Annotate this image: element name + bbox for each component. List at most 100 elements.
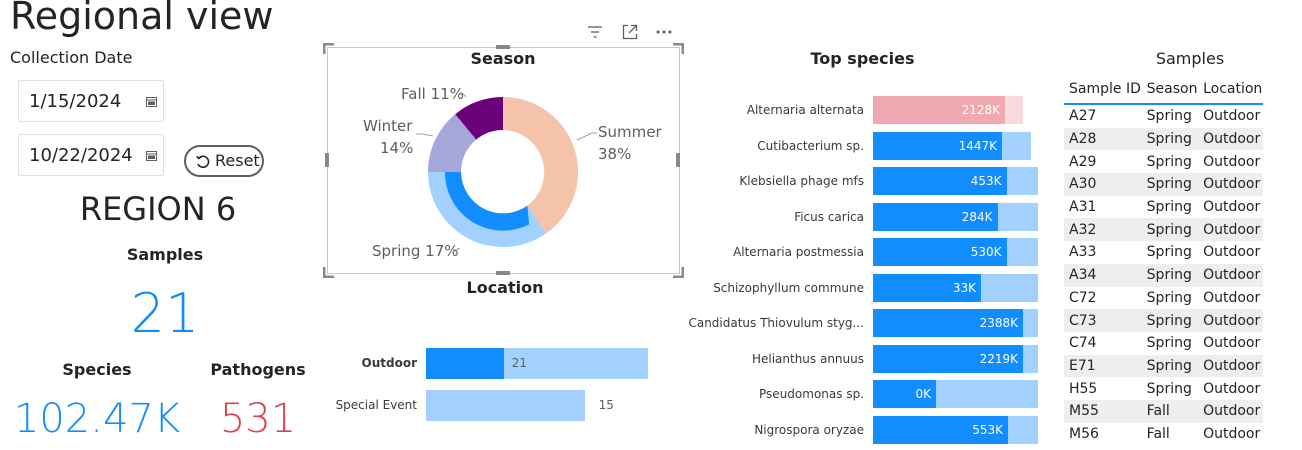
species-bar-highlight[interactable]	[873, 96, 1005, 124]
season-cell: Spring	[1141, 354, 1199, 378]
column-header-location[interactable]: Location	[1198, 75, 1263, 105]
species-value-label: 553K	[972, 422, 1003, 437]
column-header-season[interactable]: Season	[1141, 75, 1199, 105]
column-header-sample-id[interactable]: Sample ID	[1064, 75, 1142, 105]
resize-handle[interactable]	[672, 266, 684, 278]
species-bar-highlight[interactable]	[873, 344, 1023, 373]
species-value-label: 453K	[970, 174, 1002, 188]
reset-arrow-icon	[196, 155, 210, 169]
donut-slice-spring	[428, 172, 547, 248]
table-row[interactable]: A33 Spring Outdoor	[1064, 241, 1263, 264]
table-row[interactable]: A30 Spring Outdoor	[1064, 173, 1263, 196]
season-cell: Spring	[1146, 335, 1192, 352]
location-bar[interactable]	[426, 390, 585, 421]
location-cell: Outdoor	[1203, 244, 1261, 261]
sample-id-cell: A27	[1069, 108, 1097, 125]
resize-handle[interactable]	[323, 266, 335, 278]
season-cell: Spring	[1141, 218, 1199, 242]
reset-button[interactable]: Reset	[184, 145, 264, 177]
sample-id-cell: A34	[1064, 263, 1142, 287]
sample-id-cell: E71	[1064, 354, 1142, 378]
location-cell: Outdoor	[1198, 218, 1263, 242]
table-row[interactable]: M55 Fall Outdoor	[1064, 399, 1263, 423]
pathogens-kpi-value: 531	[219, 396, 297, 442]
species-bar-highlight[interactable]	[873, 309, 1023, 337]
sample-id-cell: A33	[1069, 244, 1097, 261]
location-cell: Outdoor	[1203, 289, 1261, 306]
species-kpi-label: Species	[62, 360, 132, 379]
sample-id-cell: A28	[1064, 127, 1142, 151]
table-row[interactable]: A31 Spring Outdoor	[1064, 196, 1263, 219]
donut-slice-summer	[503, 96, 579, 234]
location-bar-highlight[interactable]	[426, 348, 504, 379]
resize-handle[interactable]	[496, 45, 510, 49]
location-bar-chart[interactable]: Outdoor 21 Special Event 15	[330, 340, 660, 430]
table-row[interactable]: H55 Spring Outdoor	[1064, 377, 1263, 400]
location-cell: Outdoor	[1198, 263, 1263, 287]
location-cell: Outdoor	[1198, 354, 1263, 378]
location-category-label: Outdoor	[361, 356, 417, 370]
sample-id-cell: M55	[1064, 399, 1142, 423]
table-row[interactable]: E71 Spring Outdoor	[1064, 354, 1263, 378]
species-bar-highlight[interactable]	[873, 380, 936, 408]
table-row[interactable]: C73 Spring Outdoor	[1064, 309, 1263, 332]
sample-id-cell: C73	[1064, 309, 1142, 332]
table-row[interactable]: M56 Fall Outdoor	[1064, 423, 1263, 446]
species-bar-highlight[interactable]	[873, 202, 998, 231]
samples-table[interactable]: Sample ID Season Location A27 Spring Outdo…	[1064, 75, 1263, 445]
resize-handle[interactable]	[323, 43, 335, 55]
more-options-icon[interactable]	[656, 29, 672, 35]
table-row[interactable]: C74 Spring Outdoor	[1064, 332, 1263, 355]
donut-slice-fall	[455, 97, 503, 140]
location-cell: Outdoor	[1203, 153, 1261, 170]
species-bar-highlight[interactable]	[873, 131, 1002, 160]
start-date-input[interactable]: 1/15/2024	[18, 80, 164, 122]
season-donut-chart[interactable]	[327, 47, 680, 274]
location-chart-title: Location	[466, 278, 544, 297]
table-row[interactable]: A27 Spring Outdoor	[1064, 104, 1263, 128]
species-bar-highlight[interactable]	[873, 238, 1007, 266]
season-cell: Spring	[1146, 199, 1192, 216]
season-cell: Spring	[1141, 263, 1199, 287]
filter-icon[interactable]	[587, 25, 603, 39]
table-row[interactable]: A34 Spring Outdoor	[1064, 263, 1263, 287]
species-bar-highlight[interactable]	[873, 167, 1007, 195]
table-row[interactable]: A29 Spring Outdoor	[1064, 150, 1263, 173]
season-cell: Spring	[1146, 108, 1192, 125]
species-category-label: Helianthus annuus	[751, 351, 864, 366]
location-category-label: Special Event	[335, 398, 417, 412]
species-category-label: Klebsiella phage mfs	[739, 174, 864, 188]
location-value-label: 21	[511, 356, 527, 370]
species-bar-chart[interactable]: Alternaria alternata 2128K Cutibacterium s…	[688, 90, 1050, 450]
season-label-fall: Fall 11%	[401, 85, 464, 103]
calendar-icon[interactable]	[146, 150, 157, 161]
sample-id-cell: A31	[1069, 199, 1097, 216]
table-row[interactable]: A28 Spring Outdoor	[1064, 127, 1263, 151]
sample-id-cell: A32	[1064, 218, 1142, 242]
season-cell: Spring	[1146, 153, 1192, 170]
resize-handle[interactable]	[672, 43, 684, 55]
table-row[interactable]: A32 Spring Outdoor	[1064, 218, 1263, 242]
location-cell: Outdoor	[1203, 108, 1261, 125]
resize-handle[interactable]	[496, 271, 510, 275]
species-value-label: 2128K	[961, 103, 1000, 117]
season-label-summer-pct: 38%	[598, 145, 632, 163]
species-value-label: 2388K	[979, 316, 1018, 330]
species-kpi-value: 102.47K	[13, 396, 181, 442]
sample-id-cell: H55	[1069, 380, 1098, 397]
season-cell: Fall	[1146, 425, 1170, 442]
resize-handle[interactable]	[325, 153, 329, 167]
species-bar-highlight[interactable]	[873, 273, 981, 302]
calendar-icon[interactable]	[146, 96, 157, 107]
species-bar-highlight[interactable]	[873, 415, 1008, 444]
end-date-input[interactable]: 10/22/2024	[18, 134, 164, 176]
table-row[interactable]: C72 Spring Outdoor	[1064, 287, 1263, 310]
focus-mode-icon[interactable]	[622, 24, 638, 40]
start-date-value: 1/15/2024	[29, 91, 122, 112]
collection-date-label: Collection Date	[10, 48, 133, 67]
species-category-label: Alternaria alternata	[746, 103, 864, 117]
species-category-label: Ficus carica	[794, 209, 864, 224]
resize-handle[interactable]	[676, 153, 680, 167]
location-cell: Outdoor	[1198, 127, 1263, 151]
samples-kpi-value: 21	[130, 282, 200, 345]
